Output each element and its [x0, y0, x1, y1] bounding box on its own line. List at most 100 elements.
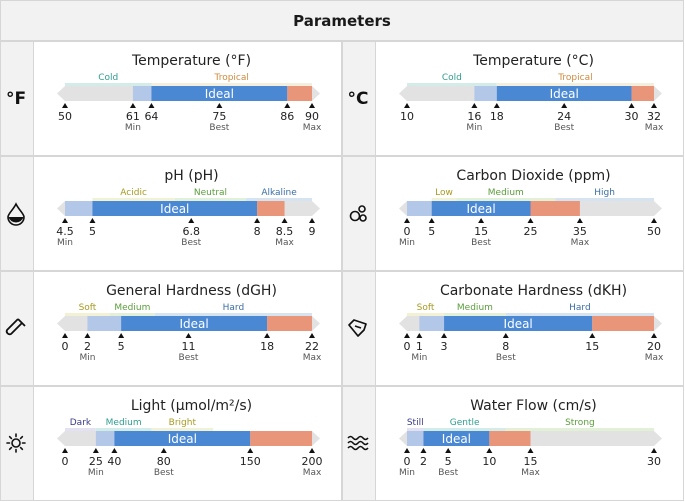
max-band: [592, 316, 654, 331]
tick-marker: [62, 448, 68, 453]
tick-marker: [160, 448, 167, 453]
bubbles-icon: [349, 205, 367, 222]
zone-label-bright: Bright: [169, 418, 197, 428]
zone-label-tropical: Tropical: [557, 73, 592, 83]
zone-label-cold: Cold: [442, 73, 462, 83]
tick-sublabel-best: Best: [471, 238, 491, 248]
zone-label-neutral: Neutral: [194, 188, 227, 198]
zone-label-cold: Cold: [98, 73, 118, 83]
tick-label: 150: [240, 455, 261, 468]
tick-marker: [445, 448, 452, 453]
tick-sublabel-best: Best: [496, 353, 516, 363]
ideal-band: [423, 431, 490, 446]
tick-sublabel-min: Min: [399, 238, 415, 248]
param-title: Carbon Dioxide (ppm): [456, 168, 610, 184]
max-band: [530, 201, 580, 216]
ideal-band: [92, 201, 258, 216]
gem-icon: [348, 319, 367, 337]
zone-label-low: Low: [435, 188, 453, 198]
tick-sublabel-max: Max: [275, 238, 294, 248]
tick-label: 80: [157, 455, 171, 468]
tick-marker: [404, 218, 410, 223]
param-panel-carbon-dioxide: Carbon Dioxide (ppm)Low Medium HighIdeal0M…: [342, 156, 684, 271]
tick-label: 15: [585, 340, 599, 353]
max-band: [250, 431, 312, 446]
tick-label: 10: [400, 110, 414, 123]
param-panel-water-flow: Water Flow (cm/s) Still Gentle Strong Ideal 0…: [342, 386, 684, 501]
param-title: Temperature (°C): [472, 53, 594, 69]
tick-label: 0: [404, 225, 411, 238]
tick-marker: [62, 103, 68, 108]
tick-label: 8.5: [276, 225, 294, 238]
tick-sublabel-max: Max: [303, 123, 322, 133]
zone-label-medium: Medium: [457, 303, 493, 313]
tick-marker: [428, 218, 435, 223]
tick-sublabel-best: Best: [154, 468, 174, 478]
min-band: [407, 431, 424, 446]
tick-sublabel-best: Best: [181, 238, 201, 248]
tick-label: 0: [62, 455, 69, 468]
tick-label: 50: [647, 225, 661, 238]
param-title: Light (µmol/m²/s): [131, 398, 252, 414]
tick-sublabel-min: Min: [88, 468, 104, 478]
tick-marker: [471, 103, 478, 108]
tick-marker: [129, 103, 136, 108]
tick-label: 2: [420, 455, 427, 468]
param-panel-light: Light (µmol/m²/s) Dark Medium Bright Ideal 0 2…: [0, 386, 342, 501]
tick-marker: [118, 333, 125, 338]
tick-marker: [493, 103, 500, 108]
min-band: [474, 86, 497, 101]
param-title: pH (pH): [164, 168, 218, 184]
waves-icon: [347, 435, 369, 451]
tick-label: 30: [647, 455, 661, 468]
tick-marker: [404, 448, 410, 453]
icon-cell: [0, 386, 34, 501]
celsius-icon: °C: [348, 89, 369, 109]
zone-label-alkaline: Alkaline: [261, 188, 297, 198]
tick-label: 90: [305, 110, 319, 123]
param-title: Carbonate Hardness (dKH): [440, 283, 627, 299]
tick-sublabel-max: Max: [303, 353, 322, 363]
tick-marker: [651, 333, 657, 338]
tick-label: 10: [482, 455, 496, 468]
tick-label: 8: [254, 225, 261, 238]
tick-marker: [486, 448, 493, 453]
tick-marker: [527, 218, 534, 223]
icon-cell: [0, 156, 34, 271]
tick-label: 11: [182, 340, 196, 353]
tick-sublabel-max: Max: [303, 468, 322, 478]
tick-sublabel-max: Max: [645, 123, 664, 133]
tick-marker: [92, 448, 99, 453]
celsius-icon-glyph: °C: [348, 89, 369, 109]
icon-cell: [0, 41, 34, 156]
tick-label: 5: [445, 455, 452, 468]
icon-cell: [342, 386, 376, 501]
param-cell-temperature-c: °C Temperature (°C) Cold Tropical Ideal 10 16 M…: [342, 41, 684, 156]
tick-marker: [561, 103, 568, 108]
ideal-label: Ideal: [550, 87, 579, 101]
zone-label-gentle: Gentle: [450, 418, 480, 428]
test-tube-icon: [5, 318, 26, 336]
tick-label: 0: [404, 340, 411, 353]
water-drop-icon: [7, 202, 25, 226]
tick-sublabel-best: Best: [179, 353, 199, 363]
tick-label: 64: [144, 110, 158, 123]
tick-marker: [254, 218, 261, 223]
tick-marker: [284, 103, 291, 108]
tick-label: 15: [474, 225, 488, 238]
zone-label-tropical: Tropical: [214, 73, 249, 83]
tick-label: 5: [428, 225, 435, 238]
tick-label: 24: [557, 110, 571, 123]
tick-label: 86: [280, 110, 294, 123]
param-cell-carbon-dioxide: Carbon Dioxide (ppm) Low Medium High Ideal 0 M…: [342, 156, 684, 271]
zone-label-high: High: [594, 188, 615, 198]
tick-label: 5: [89, 225, 96, 238]
tick-marker: [502, 333, 509, 338]
tick-label: 20: [647, 340, 661, 353]
tick-label: 5: [118, 340, 125, 353]
param-title: General Hardness (dGH): [106, 283, 277, 299]
param-cell-general-hardness: General Hardness (dGH) Soft Medium Hard Idea…: [0, 271, 342, 386]
